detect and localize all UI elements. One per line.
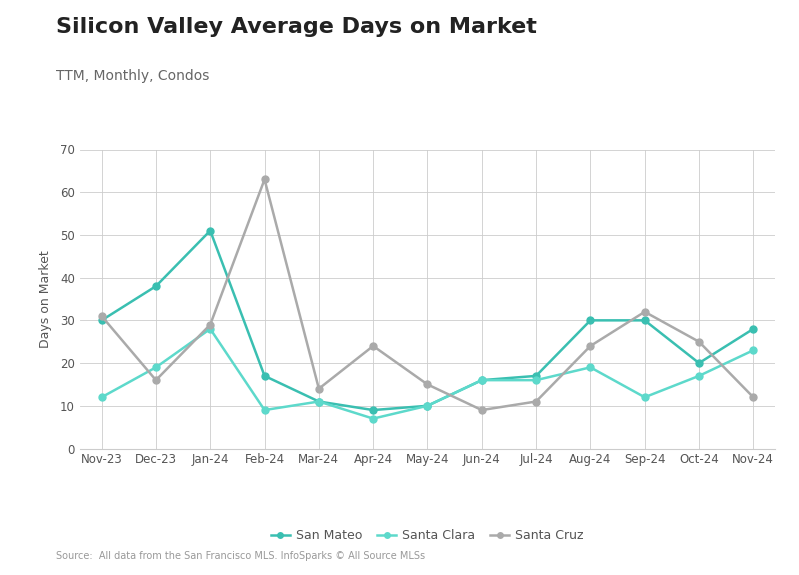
San Mateo bbox=[151, 283, 161, 290]
Santa Cruz bbox=[640, 308, 650, 315]
Line: Santa Clara: Santa Clara bbox=[98, 325, 757, 422]
Santa Cruz bbox=[694, 338, 704, 345]
Line: Santa Cruz: Santa Cruz bbox=[98, 176, 757, 413]
Santa Cruz bbox=[531, 398, 541, 405]
Santa Cruz bbox=[314, 385, 324, 392]
Santa Cruz bbox=[260, 176, 269, 183]
Legend: San Mateo, Santa Clara, Santa Cruz: San Mateo, Santa Clara, Santa Cruz bbox=[266, 524, 589, 547]
Line: San Mateo: San Mateo bbox=[98, 227, 757, 413]
Santa Cruz bbox=[423, 381, 432, 388]
Santa Cruz bbox=[151, 377, 161, 384]
Santa Cruz bbox=[205, 321, 215, 328]
Santa Clara bbox=[694, 373, 704, 380]
Santa Clara bbox=[260, 407, 269, 413]
San Mateo bbox=[368, 407, 378, 413]
Santa Clara bbox=[477, 377, 487, 384]
Santa Clara bbox=[368, 415, 378, 422]
San Mateo bbox=[694, 359, 704, 366]
Santa Clara bbox=[749, 347, 758, 354]
Santa Clara bbox=[640, 394, 650, 401]
San Mateo bbox=[260, 373, 269, 380]
Santa Clara bbox=[314, 398, 324, 405]
Santa Clara bbox=[586, 364, 595, 371]
Santa Cruz bbox=[368, 343, 378, 350]
Santa Clara bbox=[531, 377, 541, 384]
San Mateo bbox=[97, 317, 106, 324]
Santa Cruz bbox=[749, 394, 758, 401]
San Mateo bbox=[477, 377, 487, 384]
Y-axis label: Days on Market: Days on Market bbox=[39, 250, 52, 348]
Santa Cruz bbox=[477, 407, 487, 413]
San Mateo bbox=[586, 317, 595, 324]
Text: Source:  All data from the San Francisco MLS. InfoSparks © All Source MLSs: Source: All data from the San Francisco … bbox=[56, 551, 425, 561]
Santa Clara bbox=[97, 394, 106, 401]
Santa Clara bbox=[423, 402, 432, 409]
Text: Silicon Valley Average Days on Market: Silicon Valley Average Days on Market bbox=[56, 17, 537, 37]
Santa Cruz bbox=[97, 313, 106, 320]
Santa Clara bbox=[151, 364, 161, 371]
Text: TTM, Monthly, Condos: TTM, Monthly, Condos bbox=[56, 69, 209, 83]
San Mateo bbox=[749, 325, 758, 332]
Santa Clara bbox=[205, 325, 215, 332]
San Mateo bbox=[205, 227, 215, 234]
San Mateo bbox=[640, 317, 650, 324]
Santa Cruz bbox=[586, 343, 595, 350]
San Mateo bbox=[423, 402, 432, 409]
San Mateo bbox=[314, 398, 324, 405]
San Mateo bbox=[531, 373, 541, 380]
